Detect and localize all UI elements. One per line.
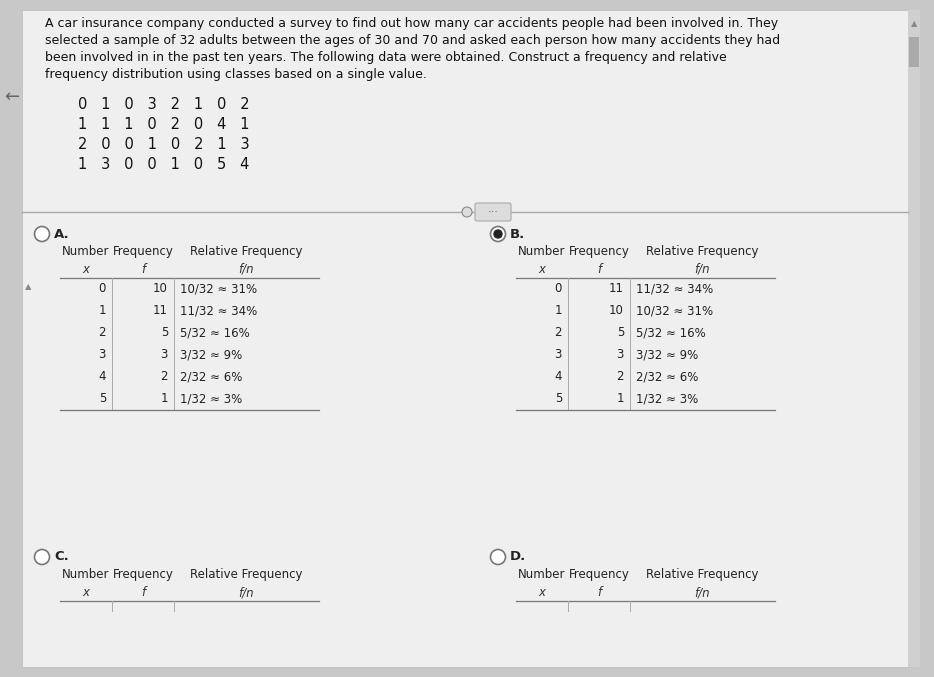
Text: 11: 11 — [609, 282, 624, 295]
Text: 0: 0 — [99, 282, 106, 295]
Text: f: f — [141, 586, 145, 599]
Text: Relative Frequency: Relative Frequency — [191, 245, 303, 258]
Text: 5/32 ≈ 16%: 5/32 ≈ 16% — [180, 326, 249, 339]
Text: 5/32 ≈ 16%: 5/32 ≈ 16% — [636, 326, 706, 339]
FancyBboxPatch shape — [475, 203, 511, 221]
Text: Frequency: Frequency — [113, 568, 174, 581]
Circle shape — [490, 550, 505, 565]
Text: f/n: f/n — [695, 263, 711, 276]
Text: 2/32 ≈ 6%: 2/32 ≈ 6% — [636, 370, 699, 383]
Text: 10: 10 — [609, 305, 624, 318]
Text: 2: 2 — [555, 326, 562, 339]
Text: 4: 4 — [98, 370, 106, 383]
Text: C.: C. — [54, 550, 69, 563]
Text: 11/32 ≈ 34%: 11/32 ≈ 34% — [180, 305, 257, 318]
Circle shape — [490, 227, 505, 242]
Text: Number: Number — [518, 245, 566, 258]
Text: 1/32 ≈ 3%: 1/32 ≈ 3% — [180, 393, 242, 406]
Text: ▲: ▲ — [911, 19, 917, 28]
Text: 1   1   1   0   2   0   4   1: 1 1 1 0 2 0 4 1 — [78, 117, 249, 132]
Text: f/n: f/n — [239, 586, 254, 599]
Text: 11/32 ≈ 34%: 11/32 ≈ 34% — [636, 282, 714, 295]
Text: ←: ← — [5, 88, 20, 106]
Text: been involved in in the past ten years. The following data were obtained. Constr: been involved in in the past ten years. … — [45, 51, 727, 64]
Text: x: x — [82, 263, 90, 276]
Text: 2: 2 — [98, 326, 106, 339]
Circle shape — [35, 227, 50, 242]
Text: 2   0   0   1   0   2   1   3: 2 0 0 1 0 2 1 3 — [78, 137, 249, 152]
Text: ▲: ▲ — [24, 282, 31, 292]
Text: 5: 5 — [555, 393, 562, 406]
Text: 11: 11 — [153, 305, 168, 318]
Text: f: f — [597, 263, 601, 276]
Text: 0   1   0   3   2   1   0   2: 0 1 0 3 2 1 0 2 — [78, 97, 249, 112]
Text: 2/32 ≈ 6%: 2/32 ≈ 6% — [180, 370, 243, 383]
Text: x: x — [539, 586, 545, 599]
Text: 10/32 ≈ 31%: 10/32 ≈ 31% — [180, 282, 257, 295]
Text: 3/32 ≈ 9%: 3/32 ≈ 9% — [636, 349, 699, 362]
Text: 5: 5 — [99, 393, 106, 406]
Text: ···: ··· — [488, 207, 499, 217]
Text: selected a sample of 32 adults between the ages of 30 and 70 and asked each pers: selected a sample of 32 adults between t… — [45, 34, 780, 47]
Text: A.: A. — [54, 227, 70, 240]
Text: Frequency: Frequency — [569, 245, 630, 258]
Text: f/n: f/n — [695, 586, 711, 599]
Text: Relative Frequency: Relative Frequency — [191, 568, 303, 581]
Text: 3: 3 — [99, 349, 106, 362]
Text: 1: 1 — [161, 393, 168, 406]
Text: 10: 10 — [153, 282, 168, 295]
Text: f/n: f/n — [239, 263, 254, 276]
Text: 0: 0 — [555, 282, 562, 295]
Text: 5: 5 — [161, 326, 168, 339]
Text: f: f — [141, 263, 145, 276]
Text: A car insurance company conducted a survey to find out how many car accidents pe: A car insurance company conducted a surv… — [45, 17, 778, 30]
Text: 3: 3 — [161, 349, 168, 362]
Text: 3: 3 — [555, 349, 562, 362]
Circle shape — [35, 550, 50, 565]
Text: Frequency: Frequency — [569, 568, 630, 581]
Text: 1: 1 — [555, 305, 562, 318]
Text: 2: 2 — [161, 370, 168, 383]
Text: 10/32 ≈ 31%: 10/32 ≈ 31% — [636, 305, 714, 318]
Circle shape — [462, 207, 472, 217]
Text: 3/32 ≈ 9%: 3/32 ≈ 9% — [180, 349, 242, 362]
Text: 2: 2 — [616, 370, 624, 383]
Text: f: f — [597, 586, 601, 599]
Bar — [908, 10, 920, 667]
Text: 5: 5 — [616, 326, 624, 339]
Text: 1: 1 — [616, 393, 624, 406]
Text: Relative Frequency: Relative Frequency — [646, 245, 758, 258]
Text: frequency distribution using classes based on a single value.: frequency distribution using classes bas… — [45, 68, 427, 81]
Bar — [909, 37, 919, 67]
Text: D.: D. — [510, 550, 526, 563]
Text: 4: 4 — [555, 370, 562, 383]
Text: Frequency: Frequency — [113, 245, 174, 258]
Text: Number: Number — [63, 245, 110, 258]
Text: Number: Number — [518, 568, 566, 581]
Circle shape — [494, 230, 502, 238]
Text: x: x — [82, 586, 90, 599]
Text: 1/32 ≈ 3%: 1/32 ≈ 3% — [636, 393, 699, 406]
Text: Number: Number — [63, 568, 110, 581]
Text: Relative Frequency: Relative Frequency — [646, 568, 758, 581]
Text: 1   3   0   0   1   0   5   4: 1 3 0 0 1 0 5 4 — [78, 157, 249, 172]
Text: 3: 3 — [616, 349, 624, 362]
Text: x: x — [539, 263, 545, 276]
Text: B.: B. — [510, 227, 525, 240]
Text: 1: 1 — [98, 305, 106, 318]
